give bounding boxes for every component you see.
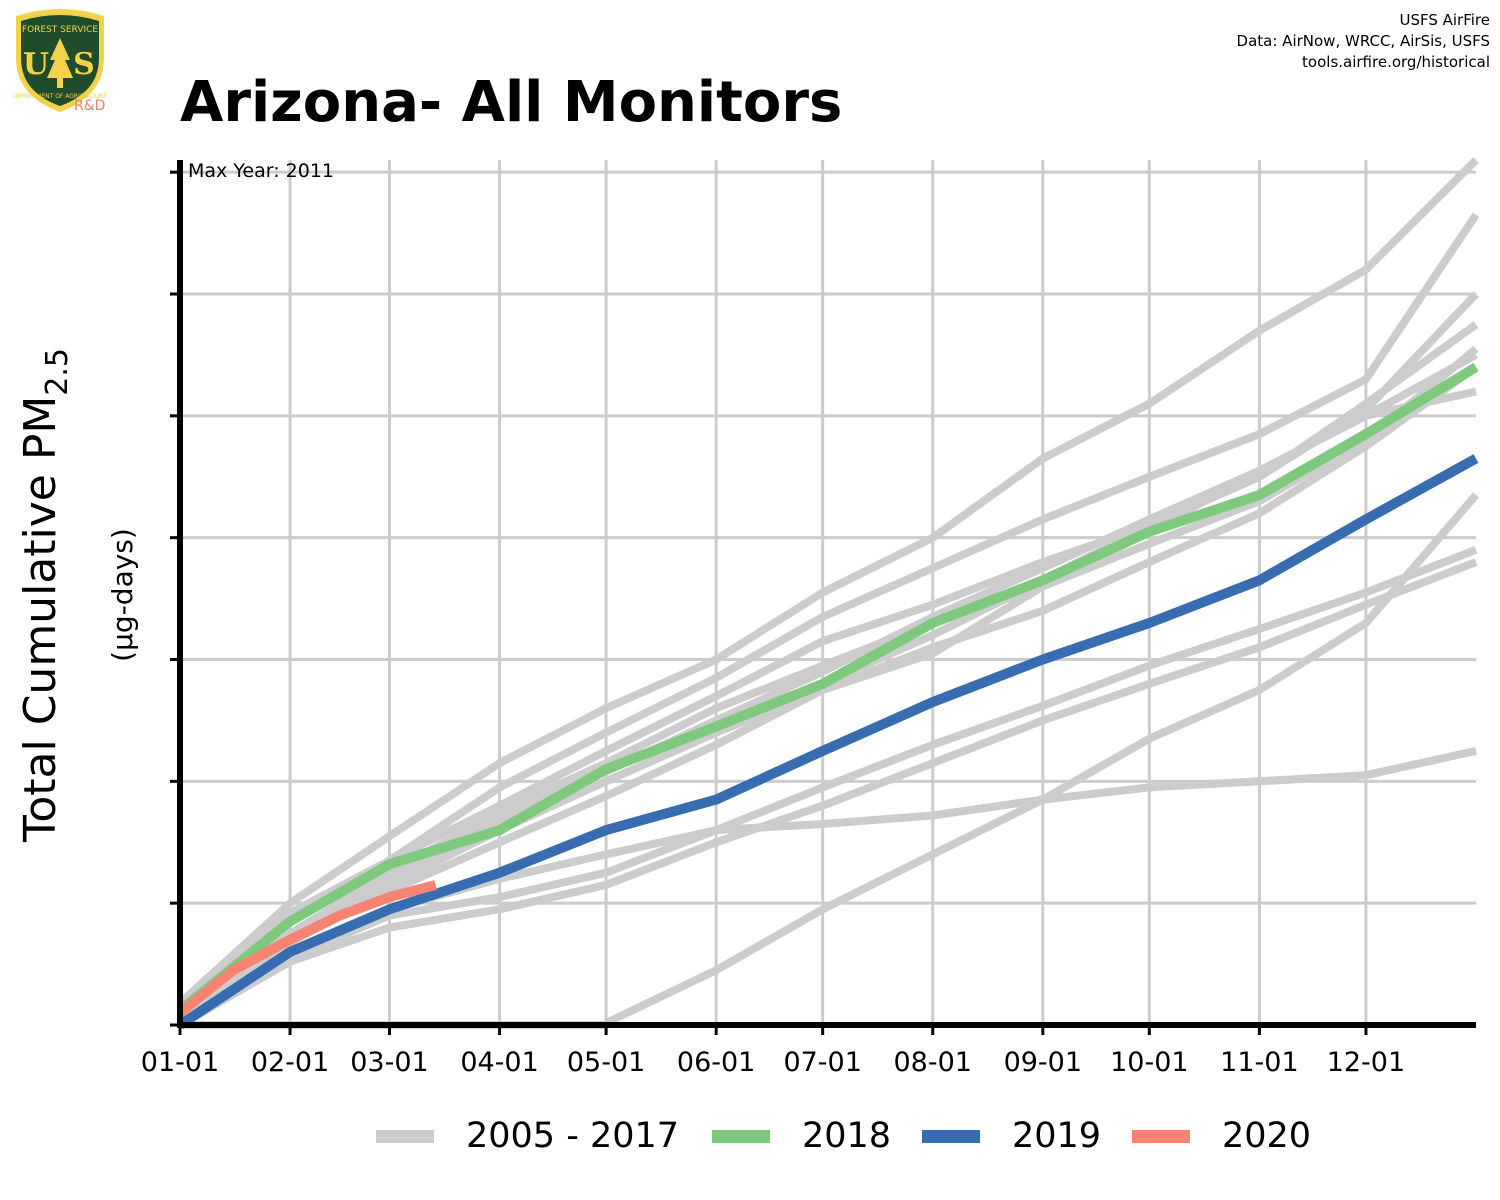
series-line <box>177 157 1479 1007</box>
tree-icon <box>47 38 73 88</box>
legend-label: 2019 <box>1012 1116 1102 1156</box>
x-tick-label: 04-01 <box>460 1047 538 1078</box>
x-tick-label: 07-01 <box>783 1047 861 1078</box>
forest-service-logo: FOREST SERVICE U S DEPARTMENT OF AGRICUL… <box>8 8 112 118</box>
legend-key <box>376 1129 434 1143</box>
x-tick-label: 05-01 <box>567 1047 645 1078</box>
legend-item: 2018 <box>712 1112 891 1160</box>
y-axis-title: Total Cumulative PM2.5 <box>15 348 75 843</box>
legend-item: 2020 <box>1132 1112 1311 1160</box>
legend-key <box>922 1129 980 1143</box>
data-credit: USFS AirFire Data: AirNow, WRCC, AirSis,… <box>1237 10 1490 73</box>
series-lines <box>176 157 1480 1030</box>
legend-key <box>1132 1129 1190 1143</box>
series-line <box>176 362 1479 1015</box>
series-line <box>177 546 1478 1029</box>
x-tick-label: 01-01 <box>141 1047 219 1078</box>
x-tick-label: 03-01 <box>350 1047 428 1078</box>
axes <box>170 160 1476 1035</box>
x-tick-label: 09-01 <box>1004 1047 1082 1078</box>
series-line <box>177 351 1478 1021</box>
logo-text-bottom: DEPARTMENT OF AGRICULTURE <box>13 93 107 100</box>
y-axis-subscript: 2.5 <box>40 348 75 396</box>
y-axis-label: Total Cumulative PM2.5 <box>15 348 75 843</box>
x-tick-label: 11-01 <box>1220 1047 1298 1078</box>
y-axis-units-text: (µg-days) <box>106 528 139 662</box>
max-year-annotation: Max Year: 2011 <box>188 160 335 182</box>
series-line <box>176 880 437 1017</box>
legend-label: 2005 - 2017 <box>466 1116 680 1156</box>
logo-letter-u: U <box>23 47 49 82</box>
legend-label: 2018 <box>802 1116 892 1156</box>
y-axis-units: (µg-days) <box>106 528 139 662</box>
logo-text-top: FOREST SERVICE <box>22 25 99 35</box>
x-tick-label: 10-01 <box>1110 1047 1188 1078</box>
legend-item: 2019 <box>922 1112 1101 1160</box>
legend: 2005 - 2017 2018 2019 2020 <box>0 1112 1500 1160</box>
x-tick-labels: 01-01 02-01 03-01 04-01 05-01 06-01 07-01 08-01… <box>141 1047 1405 1078</box>
credit-line: USFS AirFire <box>1399 11 1490 29</box>
x-tick-label: 02-01 <box>251 1047 329 1078</box>
chart-title: Arizona- All Monitors <box>180 70 843 135</box>
x-tick-label: 08-01 <box>894 1047 972 1078</box>
credit-line: tools.airfire.org/historical <box>1302 53 1490 71</box>
x-tick-label: 12-01 <box>1327 1047 1405 1078</box>
legend-label: 2020 <box>1222 1116 1312 1156</box>
series-line <box>177 454 1479 1030</box>
credit-line: Data: AirNow, WRCC, AirSis, USFS <box>1236 32 1490 50</box>
legend-item: 2005 - 2017 <box>376 1112 679 1160</box>
series-line <box>180 492 1480 1029</box>
logo-badge: R&D <box>74 98 106 114</box>
logo-letter-s: S <box>73 47 95 82</box>
x-tick-label: 06-01 <box>677 1047 755 1078</box>
series-line <box>178 558 1478 1029</box>
legend-key <box>712 1129 770 1143</box>
